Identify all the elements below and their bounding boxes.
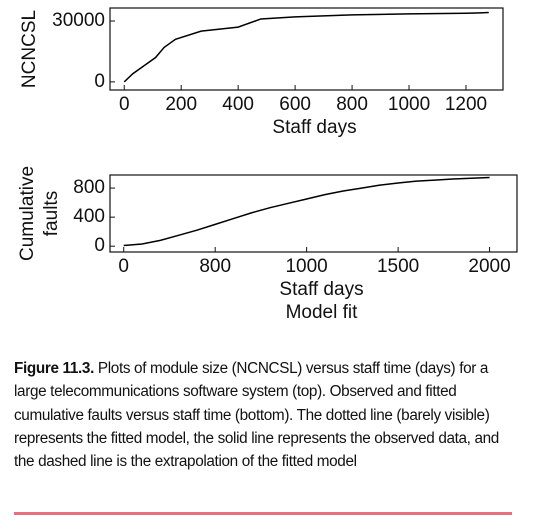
y-tick-label: 0	[94, 235, 105, 256]
y-tick-label: 30000	[52, 10, 105, 31]
plot-frame	[109, 174, 518, 253]
y-axis-label: Cumulative	[17, 166, 38, 261]
y-tick-label: 800	[73, 177, 105, 198]
y-tick-label: 400	[73, 206, 105, 227]
data-line	[123, 11, 489, 83]
x-axis-label: Staff days	[272, 117, 356, 138]
subtitle: Model fit	[286, 302, 359, 323]
data-line	[123, 176, 490, 247]
x-tick-label: 800	[336, 94, 368, 115]
x-tick-label: 2000	[468, 256, 510, 277]
plot-frame	[109, 7, 504, 91]
x-tick-label: 400	[222, 94, 254, 115]
charts: 0 200 400 600 800 1000 1200 0 30000 Staff days NCN…	[17, 7, 518, 323]
caption: Figure 11.3. Plots of module size (NCNCS…	[14, 357, 522, 473]
y-tick-label: 0	[94, 71, 105, 92]
x-tick-label: 800	[199, 256, 231, 277]
x-tick-label: 600	[279, 94, 311, 115]
caption-label: Figure 11.3.	[14, 360, 94, 377]
x-tick-label: 1500	[377, 256, 419, 277]
x-tick-label: 0	[118, 256, 129, 277]
x-tick-label: 200	[165, 94, 197, 115]
y-axis-label: NCNCSL	[19, 10, 40, 88]
x-tick-label: 1000	[285, 256, 327, 277]
x-tick-label: 1000	[388, 94, 430, 115]
y-axis-label: faults	[41, 191, 62, 236]
x-tick-label: 0	[119, 94, 130, 115]
x-tick-label: 1200	[445, 94, 487, 115]
divider	[14, 512, 512, 515]
x-axis-label: Staff days	[279, 279, 363, 300]
caption-text: Plots of module size (NCNCSL) versus sta…	[14, 360, 499, 471]
